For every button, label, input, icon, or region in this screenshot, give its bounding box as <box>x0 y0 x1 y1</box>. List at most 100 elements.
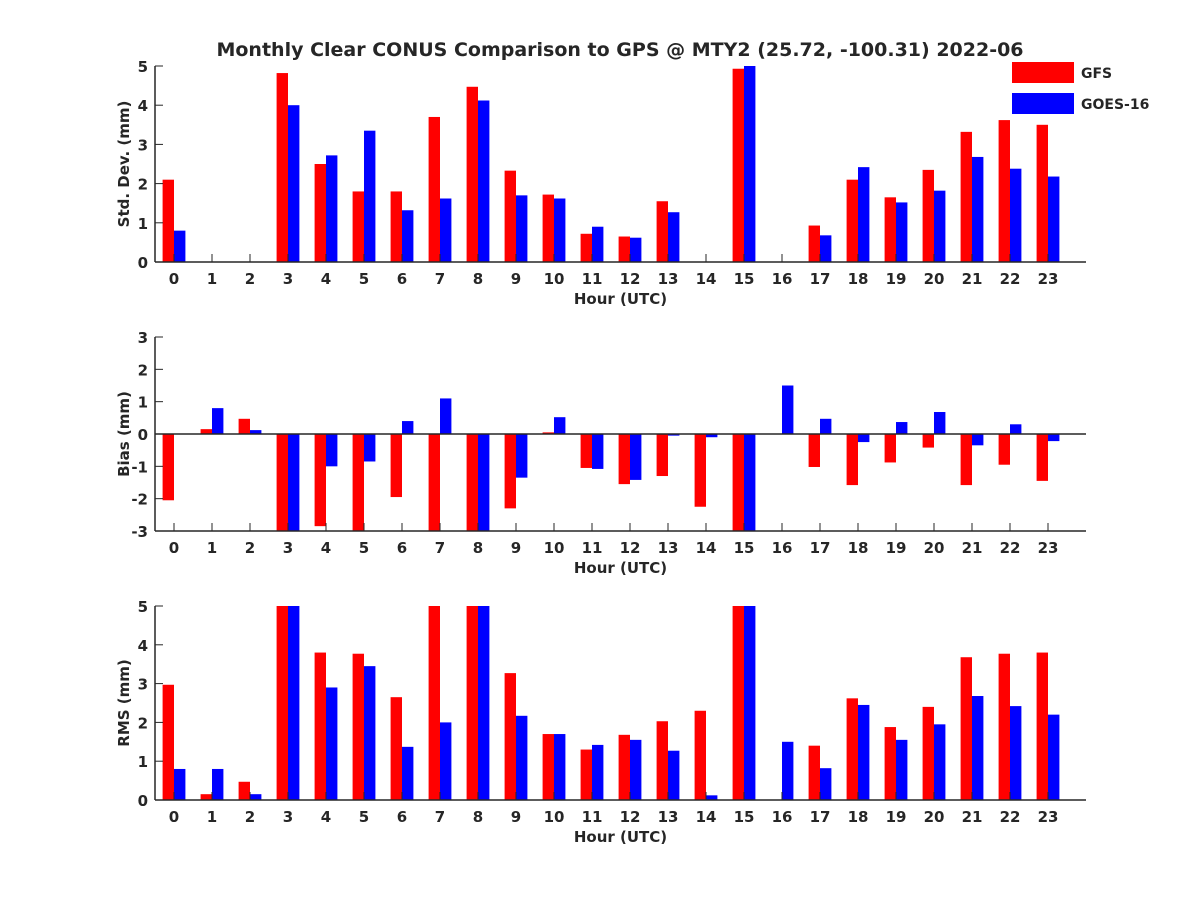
bar-gfs-15 <box>732 68 744 263</box>
x-tick-label: 10 <box>544 808 565 826</box>
bar-goes-16-22 <box>1010 706 1022 800</box>
x-tick-label: 14 <box>696 270 717 288</box>
bar-gfs-5 <box>352 191 364 262</box>
bar-goes-16-19 <box>896 202 908 262</box>
bar-gfs-8 <box>466 606 478 800</box>
figure-title: Monthly Clear CONUS Comparison to GPS @ … <box>216 39 1023 61</box>
bar-goes-16-3 <box>288 606 300 800</box>
bar-gfs-6 <box>390 191 402 262</box>
bar-goes-16-11 <box>592 226 604 262</box>
x-tick-label: 1 <box>207 270 217 288</box>
x-tick-label: 7 <box>435 270 445 288</box>
bar-goes-16-17 <box>820 418 832 434</box>
bar-gfs-22 <box>998 653 1010 800</box>
y-tick-label: 0 <box>138 426 148 444</box>
bar-goes-16-13 <box>668 750 680 800</box>
bar-goes-16-12 <box>630 237 642 262</box>
x-tick-label: 7 <box>435 539 445 557</box>
bar-goes-16-7 <box>440 198 452 262</box>
bar-gfs-13 <box>656 434 668 477</box>
x-tick-label: 22 <box>1000 270 1021 288</box>
x-tick-label: 4 <box>321 539 331 557</box>
bar-goes-16-18 <box>858 704 870 800</box>
bar-gfs-4 <box>314 434 326 527</box>
x-tick-label: 16 <box>772 808 793 826</box>
bar-goes-16-23 <box>1048 714 1060 800</box>
x-tick-label: 16 <box>772 539 793 557</box>
x-tick-label: 9 <box>511 270 521 288</box>
bar-gfs-20 <box>922 706 934 800</box>
bar-gfs-20 <box>922 434 934 448</box>
x-tick-label: 21 <box>962 270 983 288</box>
bar-gfs-2 <box>238 418 250 434</box>
bar-gfs-17 <box>808 434 820 467</box>
x-tick-label: 3 <box>283 539 293 557</box>
x-tick-label: 14 <box>696 539 717 557</box>
bar-gfs-19 <box>884 434 896 463</box>
bar-goes-16-12 <box>630 739 642 800</box>
bar-gfs-2 <box>238 781 250 800</box>
bar-goes-16-1 <box>212 408 224 434</box>
bar-gfs-9 <box>504 434 516 509</box>
legend: GFS GOES-16 <box>1012 62 1149 114</box>
bar-goes-16-0 <box>174 768 186 800</box>
x-tick-label: 9 <box>511 539 521 557</box>
bar-goes-16-17 <box>820 235 832 262</box>
bar-gfs-15 <box>732 606 744 800</box>
x-tick-label: 13 <box>658 270 679 288</box>
bar-goes-16-11 <box>592 744 604 800</box>
bar-gfs-22 <box>998 120 1010 262</box>
bar-gfs-23 <box>1036 434 1048 481</box>
y-axis-label: RMS (mm) <box>115 659 133 746</box>
bar-gfs-7 <box>428 606 440 800</box>
bar-gfs-4 <box>314 652 326 800</box>
bar-gfs-6 <box>390 434 402 498</box>
bar-goes-16-6 <box>402 210 414 262</box>
bar-gfs-0 <box>162 179 174 262</box>
bar-goes-16-1 <box>212 768 224 800</box>
x-tick-label: 6 <box>397 270 407 288</box>
y-tick-label: -1 <box>131 458 148 476</box>
bar-goes-16-21 <box>972 434 984 446</box>
x-tick-label: 15 <box>734 808 755 826</box>
x-tick-label: 8 <box>473 808 483 826</box>
x-tick-label: 7 <box>435 808 445 826</box>
x-tick-label: 8 <box>473 539 483 557</box>
x-tick-label: 22 <box>1000 808 1021 826</box>
bar-gfs-13 <box>656 201 668 262</box>
y-tick-label: 4 <box>138 97 148 115</box>
x-tick-label: 4 <box>321 270 331 288</box>
bar-goes-16-9 <box>516 715 528 800</box>
bar-gfs-17 <box>808 745 820 800</box>
bar-goes-16-21 <box>972 156 984 262</box>
bar-gfs-8 <box>466 86 478 262</box>
y-tick-label: 2 <box>138 361 148 379</box>
bar-gfs-23 <box>1036 124 1048 262</box>
bar-goes-16-19 <box>896 422 908 434</box>
bar-goes-16-15 <box>744 66 756 262</box>
x-tick-label: 2 <box>245 539 255 557</box>
bar-goes-16-12 <box>630 434 642 480</box>
bar-gfs-12 <box>618 734 630 800</box>
bar-goes-16-21 <box>972 696 984 800</box>
bar-goes-16-23 <box>1048 176 1060 262</box>
bar-goes-16-20 <box>934 724 946 800</box>
bar-gfs-10 <box>542 734 554 800</box>
bar-goes-16-9 <box>516 195 528 262</box>
x-tick-label: 2 <box>245 270 255 288</box>
x-tick-label: 19 <box>886 539 907 557</box>
y-axis-label: Bias (mm) <box>115 391 133 477</box>
x-tick-label: 12 <box>620 808 641 826</box>
bar-goes-16-18 <box>858 434 870 443</box>
bar-gfs-1 <box>200 429 212 434</box>
x-tick-label: 4 <box>321 808 331 826</box>
x-tick-label: 20 <box>924 808 945 826</box>
x-tick-label: 18 <box>848 270 869 288</box>
bar-gfs-11 <box>580 233 592 262</box>
bar-gfs-9 <box>504 673 516 800</box>
bar-gfs-21 <box>960 434 972 486</box>
